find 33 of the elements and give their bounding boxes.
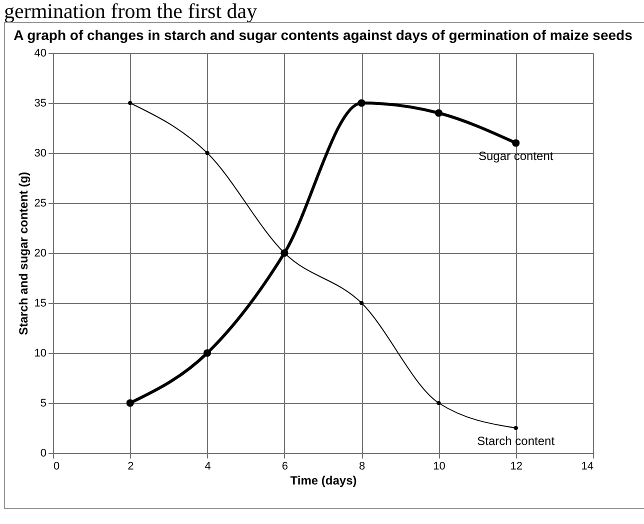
x-tick-label: 4 — [204, 460, 211, 472]
point — [205, 150, 210, 156]
y-axis-title: Starch and sugar content (g) — [16, 172, 30, 336]
y-tick-label: 5 — [40, 398, 46, 410]
y-tick-label: 30 — [34, 148, 46, 160]
y-tick-label: 10 — [34, 348, 46, 360]
y-tick-label: 20 — [34, 248, 46, 260]
y-tick-label: 40 — [34, 48, 46, 60]
point — [126, 399, 134, 407]
x-tick-label: 6 — [282, 460, 288, 472]
series-label: Sugar content — [478, 149, 554, 163]
x-axis-title: Time (days) — [290, 474, 357, 488]
point — [128, 100, 132, 106]
x-tick-label: 8 — [359, 460, 366, 472]
point — [359, 300, 364, 306]
point — [512, 139, 520, 147]
x-tick-label: 14 — [581, 460, 594, 472]
point — [514, 426, 518, 430]
y-tick-label: 15 — [34, 298, 46, 310]
text: germination from the first day — [3, 0, 258, 23]
y-tick-label: 0 — [40, 448, 46, 460]
point — [203, 349, 212, 357]
x-tick-label: 12 — [510, 460, 522, 472]
x-tick-label: 0 — [54, 460, 60, 472]
chart-title: A graph of changes in starch and sugar contents against days of germination of maize seeds — [14, 27, 633, 43]
point — [358, 99, 366, 107]
point — [436, 400, 441, 406]
series-label: Starch content — [477, 434, 556, 448]
x-tick-label: 10 — [433, 460, 446, 472]
x-tick-label: 2 — [128, 460, 134, 472]
point — [434, 109, 443, 117]
y-tick-label: 35 — [34, 98, 46, 110]
y-tick-label: 25 — [34, 198, 46, 210]
